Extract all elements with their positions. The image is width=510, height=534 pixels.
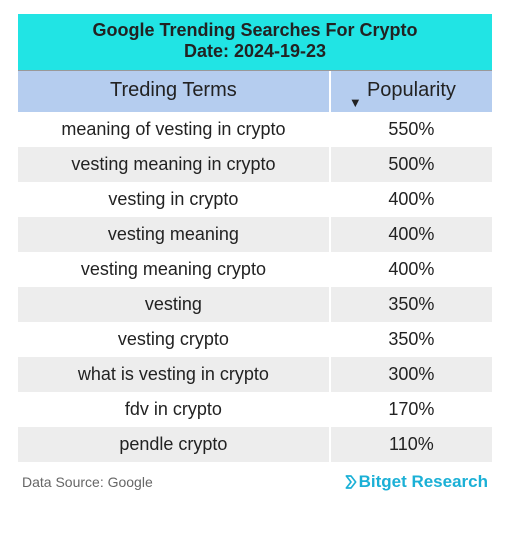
cell-popularity: 400%	[331, 252, 492, 287]
banner-date: Date: 2024-19-23	[18, 41, 492, 62]
cell-term: fdv in crypto	[18, 392, 331, 427]
cell-term: meaning of vesting in crypto	[18, 112, 331, 147]
table-row: pendle crypto110%	[18, 427, 492, 462]
table-row: vesting meaning in crypto500%	[18, 147, 492, 182]
table-row: vesting350%	[18, 287, 492, 322]
sort-desc-icon: ▼	[349, 95, 362, 110]
cell-popularity: 170%	[331, 392, 492, 427]
footer: Data Source: Google Bitget Research	[18, 462, 492, 492]
cell-term: vesting meaning crypto	[18, 252, 331, 287]
table-row: what is vesting in crypto300%	[18, 357, 492, 392]
brand-badge: Bitget Research	[341, 472, 488, 492]
data-source-label: Data Source: Google	[22, 474, 153, 490]
cell-term: vesting meaning	[18, 217, 331, 252]
header-popularity[interactable]: Popularity ▼	[331, 71, 492, 112]
banner-title: Google Trending Searches For Crypto	[18, 20, 492, 41]
table-header-row: Treding Terms Popularity ▼	[18, 71, 492, 112]
cell-term: vesting	[18, 287, 331, 322]
cell-popularity: 350%	[331, 287, 492, 322]
brand-text: Bitget Research	[359, 472, 488, 492]
brand-logo-icon	[341, 474, 357, 490]
table-row: vesting meaning400%	[18, 217, 492, 252]
table-row: vesting crypto350%	[18, 322, 492, 357]
cell-term: vesting crypto	[18, 322, 331, 357]
table-row: vesting meaning crypto400%	[18, 252, 492, 287]
cell-popularity: 110%	[331, 427, 492, 462]
cell-term: pendle crypto	[18, 427, 331, 462]
table-row: vesting in crypto400%	[18, 182, 492, 217]
cell-popularity: 550%	[331, 112, 492, 147]
cell-popularity: 400%	[331, 182, 492, 217]
cell-term: vesting meaning in crypto	[18, 147, 331, 182]
header-terms[interactable]: Treding Terms	[18, 71, 331, 112]
cell-popularity: 300%	[331, 357, 492, 392]
cell-popularity: 500%	[331, 147, 492, 182]
cell-term: vesting in crypto	[18, 182, 331, 217]
table-body: meaning of vesting in crypto550%vesting …	[18, 112, 492, 462]
header-popularity-label: Popularity	[367, 79, 456, 101]
table-row: fdv in crypto170%	[18, 392, 492, 427]
cell-popularity: 400%	[331, 217, 492, 252]
cell-popularity: 350%	[331, 322, 492, 357]
table-row: meaning of vesting in crypto550%	[18, 112, 492, 147]
cell-term: what is vesting in crypto	[18, 357, 331, 392]
title-banner: Google Trending Searches For Crypto Date…	[18, 14, 492, 71]
